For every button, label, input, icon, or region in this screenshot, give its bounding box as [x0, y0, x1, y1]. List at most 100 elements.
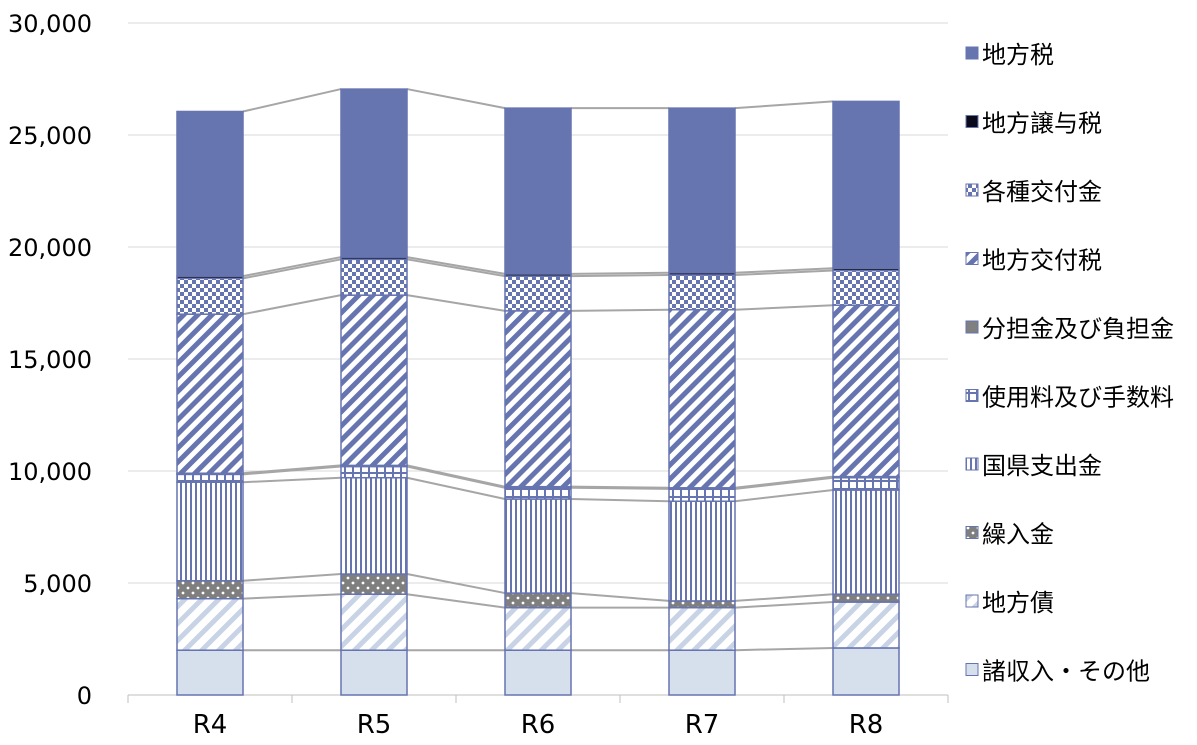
series-connector-line	[242, 573, 342, 582]
bar-segment	[176, 481, 244, 582]
series-connector-line	[242, 464, 342, 475]
legend-label: 諸収入・その他	[982, 658, 1150, 686]
series-lines-layer	[242, 88, 834, 652]
legend-item: 地方債	[965, 589, 1054, 617]
legend-swatch	[965, 115, 979, 128]
y-tick-label: 5,000	[23, 570, 92, 598]
bar-segment	[668, 274, 736, 311]
bar-segment	[668, 600, 736, 609]
series-connector-line	[406, 464, 506, 488]
series-connector-line	[242, 465, 342, 476]
series-connector-line	[570, 592, 670, 602]
bar-segment	[504, 310, 572, 488]
y-axis-ticks: 0 5,000 10,000 15,000 20,000 25,000 30,000	[8, 10, 92, 710]
x-tick-label: R4	[193, 710, 228, 740]
legend-label: 国県支出金	[982, 452, 1102, 480]
bar-segment	[504, 592, 572, 609]
series-connector-line	[570, 498, 670, 503]
series-connector-line	[570, 485, 670, 489]
bar-segment	[832, 489, 900, 595]
series-connector-line	[734, 593, 834, 602]
bar-segment	[340, 593, 408, 651]
series-connector-line	[242, 256, 342, 278]
bar-segment	[340, 258, 408, 296]
series-connector-line	[406, 258, 506, 278]
bar-segment	[504, 107, 572, 275]
series-connector-line	[570, 274, 670, 278]
legend-label: 地方譲与税	[982, 110, 1102, 138]
bar-segment	[176, 597, 244, 651]
series-connector-line	[734, 601, 834, 609]
bar-segment	[176, 473, 244, 483]
x-tick-label: R8	[849, 710, 884, 740]
bar-segment	[832, 647, 900, 696]
series-connector-line	[242, 593, 342, 600]
bar-segment	[668, 107, 736, 274]
bar-segment	[504, 649, 572, 696]
legend-swatch	[965, 183, 979, 197]
bar-segment	[504, 498, 572, 594]
y-tick-label: 0	[77, 682, 92, 710]
bar-segment	[832, 304, 900, 478]
bar-segment	[176, 277, 244, 315]
series-connector-line	[242, 88, 342, 113]
legend-label: 分担金及び負担金	[982, 315, 1174, 343]
legend-item: 使用料及び手数料	[965, 384, 1174, 412]
legend-item: 地方税	[965, 41, 1054, 69]
series-connector-line	[734, 476, 834, 490]
bar-segment	[832, 593, 900, 603]
y-tick-label: 20,000	[8, 234, 92, 262]
series-connector-line	[242, 476, 342, 484]
x-tick-label: R5	[357, 710, 392, 740]
series-connector-line	[734, 267, 834, 274]
bar-segment	[832, 269, 900, 306]
bar-segment	[340, 294, 408, 467]
legend-swatch	[965, 320, 979, 334]
legend-label: 各種交付金	[982, 178, 1102, 206]
bar-segment	[340, 465, 408, 479]
series-connector-line	[734, 304, 834, 311]
y-tick-label: 10,000	[8, 458, 92, 486]
legend-item: 国県支出金	[965, 452, 1102, 480]
legend-item: 諸収入・その他	[965, 658, 1150, 686]
bar-segment	[504, 606, 572, 651]
legend-label: 地方交付税	[982, 247, 1102, 275]
series-connector-line	[734, 646, 834, 652]
series-connector-line	[734, 269, 834, 276]
series-connector-line	[734, 489, 834, 503]
legend-item: 各種交付金	[965, 178, 1102, 206]
series-connector-line	[406, 476, 506, 500]
legend-label: 使用料及び手数料	[982, 384, 1174, 412]
bar-segment	[504, 487, 572, 500]
series-connector-line	[406, 465, 506, 489]
bar-segment	[832, 601, 900, 649]
bar-segment	[832, 476, 900, 491]
series-connector-line	[406, 573, 506, 595]
series-connector-line	[242, 258, 342, 280]
series-connector-line	[242, 294, 342, 316]
axis-layer	[127, 694, 949, 703]
x-tick-label: R6	[521, 710, 556, 740]
bar-segment	[668, 606, 736, 651]
legend-swatch	[965, 594, 979, 608]
bar-segment	[340, 476, 408, 575]
legend-item: 繰入金	[965, 521, 1054, 549]
series-connector-line	[734, 100, 834, 110]
bar-segment	[340, 88, 408, 258]
bars-layer	[176, 88, 900, 696]
series-connector-line	[406, 593, 506, 609]
legend-item: 分担金及び負担金	[965, 315, 1174, 343]
x-tick-label: R7	[685, 710, 720, 740]
legend-swatch	[965, 389, 979, 402]
bar-segment	[340, 573, 408, 595]
bar-segment	[176, 580, 244, 600]
bar-segment	[176, 313, 244, 474]
legend-label: 地方税	[982, 41, 1054, 69]
series-connector-line	[406, 294, 506, 312]
series-connector-line	[406, 256, 506, 275]
bar-segment	[832, 100, 900, 270]
bar-segment	[176, 649, 244, 696]
legend-swatch	[965, 526, 979, 539]
legend-swatch	[965, 252, 979, 265]
